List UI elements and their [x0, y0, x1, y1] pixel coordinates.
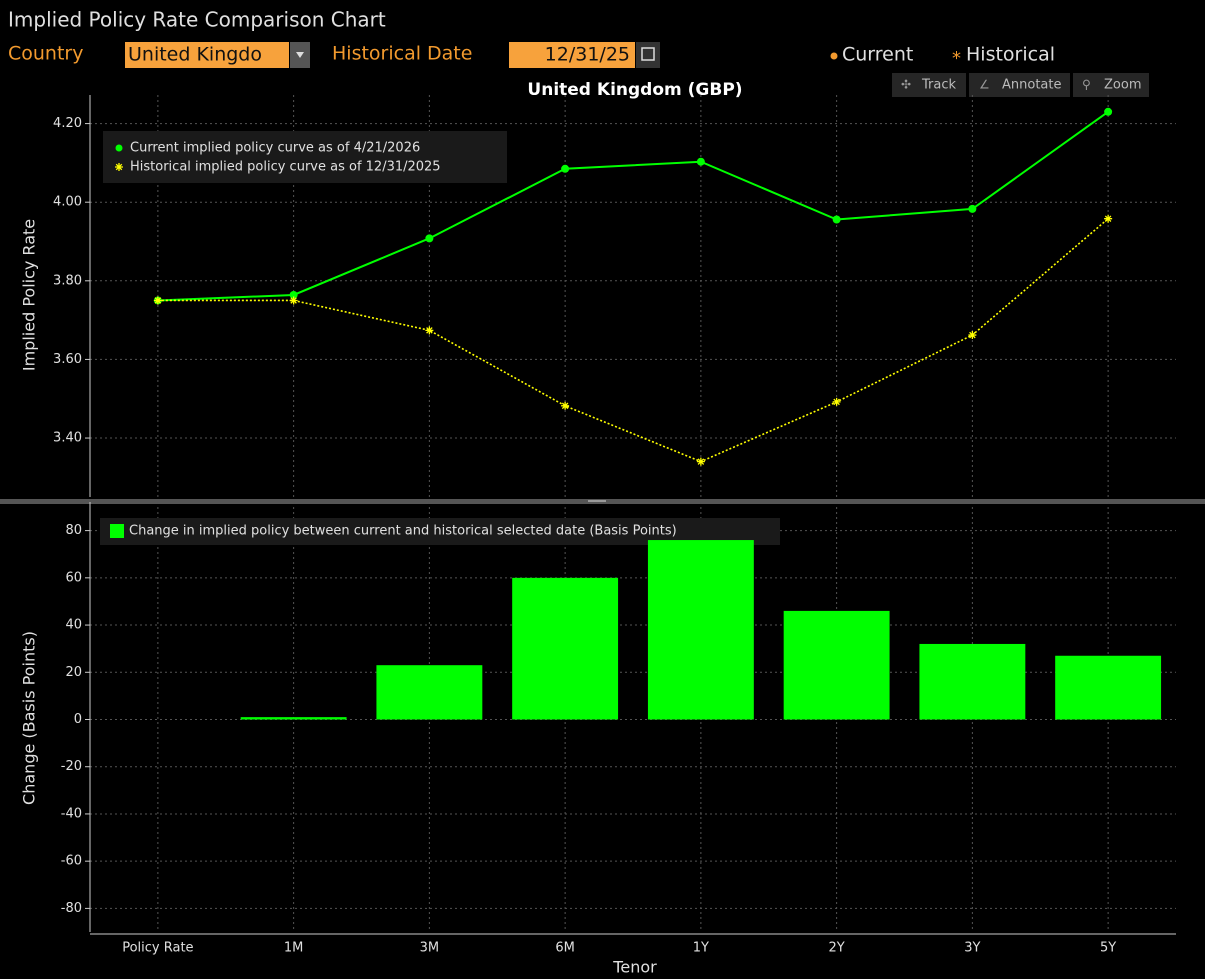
legend-label: Current implied policy curve as of 4/21/…: [130, 141, 420, 156]
legend-current: Current: [842, 44, 913, 66]
point-marker: [968, 204, 977, 213]
country-value[interactable]: United Kingdo: [128, 44, 262, 66]
calendar-button[interactable]: [636, 42, 660, 68]
legend-current-marker: [830, 52, 838, 60]
y-tick-label: 4.00: [53, 195, 82, 210]
legend-marker: [115, 163, 123, 171]
chart-title: United Kingdom (GBP): [527, 80, 742, 100]
bar: [783, 610, 890, 720]
dropdown-arrow: [296, 52, 304, 58]
legend-marker: [115, 144, 123, 152]
zoom-icon: ⚲: [1082, 78, 1091, 92]
y-tick-label: 0: [74, 712, 82, 727]
point-marker: [1104, 214, 1113, 223]
y-tick-label: 3.80: [53, 273, 82, 288]
date-label: Historical Date: [332, 43, 472, 65]
date-value[interactable]: 12/31/25: [545, 44, 630, 66]
x-tick-label: 1M: [284, 941, 304, 956]
point-marker: [832, 397, 841, 406]
track-label[interactable]: Track: [921, 78, 956, 93]
bar: [919, 643, 1026, 720]
bar: [376, 665, 483, 720]
legend-historical: Historical: [966, 44, 1055, 66]
y-tick-label: -60: [61, 854, 82, 869]
x-tick-label: 1Y: [693, 941, 709, 956]
country-label: Country: [8, 43, 83, 65]
point-marker: [1104, 107, 1113, 116]
legend-label: Change in implied policy between current…: [129, 524, 677, 539]
calendar-icon: [641, 47, 655, 61]
series-line: [157, 110, 1109, 302]
divider-handle[interactable]: [588, 500, 606, 502]
y-tick-label: 3.60: [53, 352, 82, 367]
zoom-label[interactable]: Zoom: [1104, 78, 1141, 93]
x-tick-label: 2Y: [829, 941, 845, 956]
point-marker: [153, 296, 162, 305]
point-marker: [561, 401, 570, 410]
bar: [1055, 655, 1162, 720]
y-tick-label: 20: [65, 665, 82, 680]
legend-box: [103, 131, 507, 183]
annotate-icon: ∠: [979, 78, 990, 92]
point-marker: [968, 331, 977, 340]
y-tick-label: -40: [61, 806, 82, 821]
bar: [647, 540, 754, 720]
y-tick-label: -20: [61, 759, 82, 774]
track-icon: ✣: [901, 78, 911, 92]
y-tick-label: 80: [65, 523, 82, 538]
point-marker: [696, 457, 705, 466]
legend-label: Historical implied policy curve as of 12…: [130, 160, 441, 175]
y-tick-label: 40: [65, 618, 82, 633]
y-axis-title-top: Implied Policy Rate: [20, 219, 39, 371]
x-tick-label: Policy Rate: [122, 941, 193, 956]
point-marker: [832, 215, 841, 224]
x-tick-label: 3M: [420, 941, 440, 956]
x-tick-label: 5Y: [1100, 941, 1116, 956]
point-marker: [425, 326, 434, 335]
country-field[interactable]: [125, 42, 289, 68]
annotate-button[interactable]: [969, 73, 1070, 97]
y-tick-label: 60: [65, 570, 82, 585]
date-field[interactable]: [509, 42, 635, 68]
x-tick-label: 3Y: [964, 941, 980, 956]
point-marker: [425, 234, 434, 243]
bar: [512, 577, 619, 720]
y-tick-label: 4.20: [53, 116, 82, 131]
y-tick-label: -80: [61, 901, 82, 916]
point-marker: [561, 164, 570, 173]
y-axis-title-bottom: Change (Basis Points): [20, 631, 39, 805]
legend-swatch: [110, 524, 124, 538]
y-tick-label: 3.40: [53, 431, 82, 446]
track-button[interactable]: [892, 73, 966, 97]
annotate-label[interactable]: Annotate: [1002, 78, 1061, 93]
window-title: Implied Policy Rate Comparison Chart: [8, 8, 386, 32]
point-marker: [289, 296, 298, 305]
legend-historical-marker: *: [952, 48, 961, 69]
x-axis-title: Tenor: [612, 958, 657, 977]
zoom-button[interactable]: [1073, 73, 1149, 97]
point-marker: [289, 290, 298, 299]
x-tick-label: 6M: [555, 941, 575, 956]
point-marker: [696, 157, 705, 166]
bar: [240, 717, 347, 720]
